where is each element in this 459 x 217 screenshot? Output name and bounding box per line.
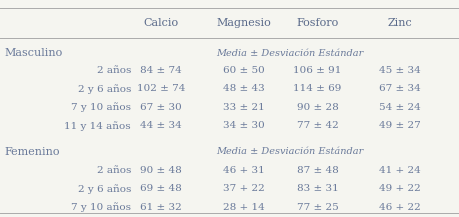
Text: 69 ± 48: 69 ± 48 [140,184,181,193]
Text: 90 ± 48: 90 ± 48 [140,166,181,175]
Text: 2 y 6 años: 2 y 6 años [78,84,131,94]
Text: 77 ± 42: 77 ± 42 [296,121,337,130]
Text: 102 ± 74: 102 ± 74 [136,84,185,94]
Text: 54 ± 24: 54 ± 24 [379,103,420,112]
Text: Magnesio: Magnesio [216,18,271,28]
Text: 46 + 31: 46 + 31 [223,166,264,175]
Text: 7 y 10 años: 7 y 10 años [71,202,131,212]
Text: 84 ± 74: 84 ± 74 [140,66,181,75]
Text: 2 años: 2 años [96,166,131,175]
Text: 11 y 14 años: 11 y 14 años [64,121,131,131]
Text: 33 ± 21: 33 ± 21 [223,103,264,112]
Text: 60 ± 50: 60 ± 50 [223,66,264,75]
Text: 7 y 10 años: 7 y 10 años [71,102,131,112]
Text: 2 y 6 años: 2 y 6 años [78,184,131,194]
Text: 48 ± 43: 48 ± 43 [223,84,264,94]
Text: 114 ± 69: 114 ± 69 [292,84,341,94]
Text: Femenino: Femenino [5,147,60,157]
Text: 61 ± 32: 61 ± 32 [140,203,181,212]
Text: 83 ± 31: 83 ± 31 [296,184,337,193]
Text: 67 ± 34: 67 ± 34 [379,84,420,94]
Text: 28 + 14: 28 + 14 [223,203,264,212]
Text: 37 + 22: 37 + 22 [223,184,264,193]
Text: 77 ± 25: 77 ± 25 [296,203,337,212]
Text: Masculino: Masculino [5,48,63,58]
Text: 46 + 22: 46 + 22 [379,203,420,212]
Text: 106 ± 91: 106 ± 91 [292,66,341,75]
Text: 90 ± 28: 90 ± 28 [296,103,337,112]
Text: 34 ± 30: 34 ± 30 [223,121,264,130]
Text: Media ± Desviación Estándar: Media ± Desviación Estándar [216,147,363,156]
Text: Media ± Desviación Estándar: Media ± Desviación Estándar [216,49,363,58]
Text: Zinc: Zinc [387,18,412,28]
Text: 87 ± 48: 87 ± 48 [296,166,337,175]
Text: Calcio: Calcio [143,18,178,28]
Text: 44 ± 34: 44 ± 34 [140,121,181,130]
Text: 67 ± 30: 67 ± 30 [140,103,181,112]
Text: 41 + 24: 41 + 24 [379,166,420,175]
Text: 49 + 22: 49 + 22 [379,184,420,193]
Text: Fosforo: Fosforo [296,18,338,28]
Text: 45 ± 34: 45 ± 34 [379,66,420,75]
Text: 49 ± 27: 49 ± 27 [379,121,420,130]
Text: 2 años: 2 años [96,66,131,75]
